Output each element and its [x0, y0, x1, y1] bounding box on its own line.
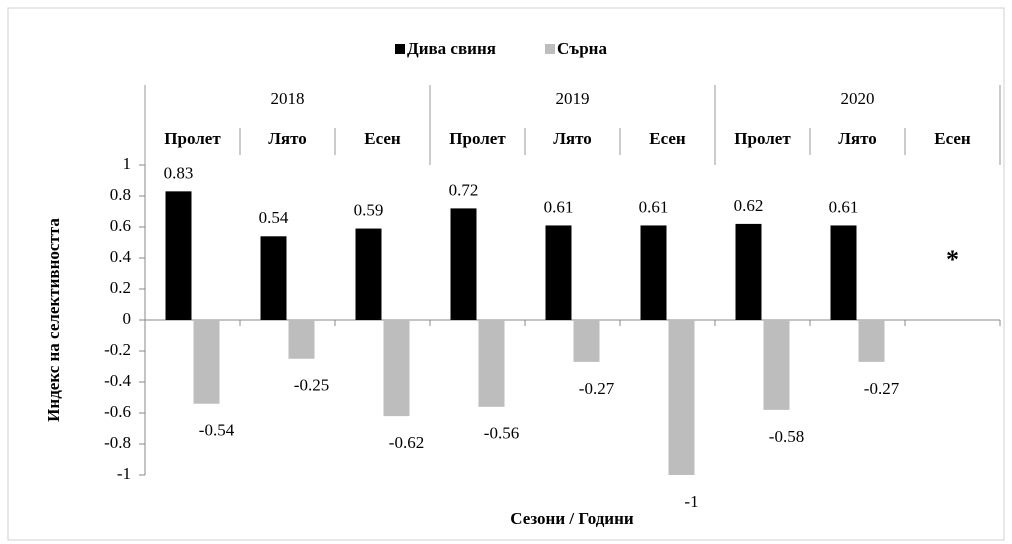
y-tick-label: -0.8	[104, 433, 131, 452]
y-axis-label: Индекс на селективността	[44, 218, 63, 422]
legend-swatch	[395, 44, 405, 54]
category-label: Есен	[364, 129, 401, 148]
bar	[288, 320, 315, 359]
y-tick-label: -1	[117, 464, 131, 483]
bar	[478, 320, 505, 407]
y-tick-label: 0.6	[110, 216, 131, 235]
bar	[193, 320, 220, 404]
bar	[573, 320, 600, 362]
bar	[763, 320, 790, 410]
value-label: 0.61	[829, 197, 859, 216]
value-label: -1	[684, 492, 698, 511]
y-tick-label: -0.2	[104, 340, 131, 359]
y-tick-label: 0.8	[110, 185, 131, 204]
bar	[165, 191, 192, 320]
category-label: Лято	[553, 129, 592, 148]
category-label: Пролет	[734, 129, 791, 148]
value-label: 0.72	[449, 180, 479, 199]
value-label: -0.54	[199, 421, 235, 440]
value-label: 0.62	[734, 196, 764, 215]
legend-swatch	[545, 44, 555, 54]
bar	[830, 225, 857, 320]
legend-label: Сърна	[557, 39, 607, 58]
legend-label: Дива свиня	[407, 39, 496, 58]
value-label: -0.62	[389, 433, 424, 452]
value-label: -0.58	[769, 427, 804, 446]
value-label: 0.54	[259, 208, 289, 227]
bar	[735, 223, 762, 320]
bar	[640, 225, 667, 320]
bar	[260, 236, 287, 320]
y-tick-label: 0	[123, 309, 132, 328]
value-label: -0.25	[294, 376, 329, 395]
annotation: *	[946, 245, 959, 274]
category-label: Есен	[934, 129, 971, 148]
y-tick-label: -0.6	[104, 402, 131, 421]
category-label: Пролет	[164, 129, 221, 148]
category-label: Лято	[268, 129, 307, 148]
y-tick-label: -0.4	[104, 371, 131, 390]
category-label: Есен	[649, 129, 686, 148]
bar	[355, 228, 382, 320]
value-label: -0.27	[579, 379, 615, 398]
value-label: 0.61	[544, 197, 574, 216]
value-label: 0.83	[164, 163, 194, 182]
y-tick-label: 0.4	[110, 247, 132, 266]
bar	[858, 320, 885, 362]
year-label: 2020	[841, 89, 875, 108]
year-label: 2018	[271, 89, 305, 108]
value-label: -0.27	[864, 379, 900, 398]
category-label: Лято	[838, 129, 877, 148]
bar	[668, 320, 695, 475]
bar	[545, 225, 572, 320]
year-label: 2019	[556, 89, 590, 108]
value-label: -0.56	[484, 424, 519, 443]
value-label: 0.59	[354, 200, 384, 219]
category-label: Пролет	[449, 129, 506, 148]
x-axis-label: Сезони / Години	[510, 509, 634, 528]
value-label: 0.61	[639, 197, 669, 216]
y-tick-label: 0.2	[110, 278, 131, 297]
y-tick-label: 1	[123, 154, 132, 173]
bar	[383, 320, 410, 417]
bar	[450, 208, 477, 320]
